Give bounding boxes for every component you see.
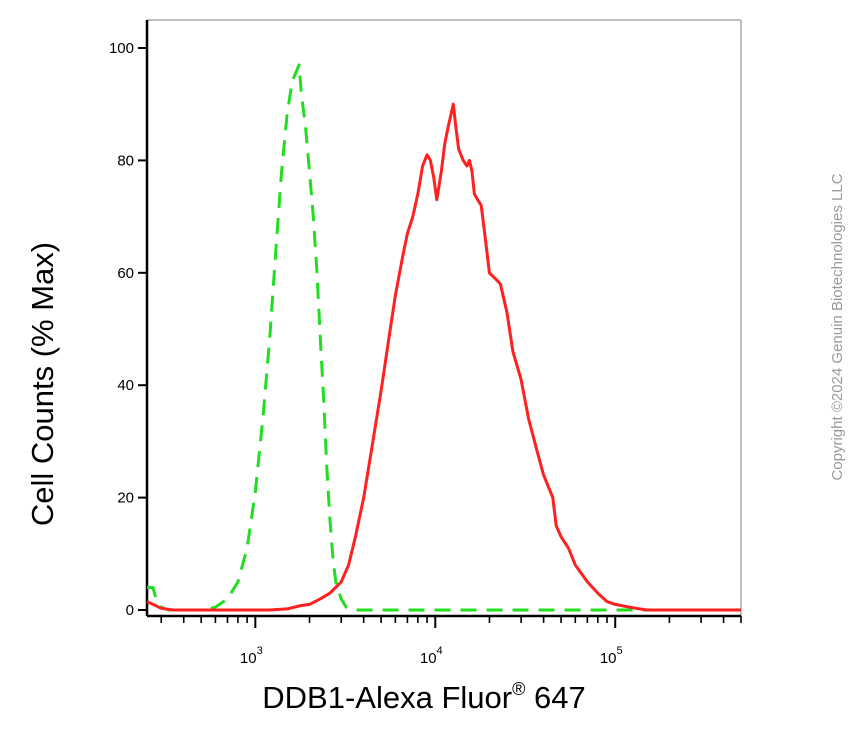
series-line-dashed-green (147, 63, 741, 612)
x-tick-base: 10 (240, 650, 257, 667)
series-layer (146, 63, 741, 612)
x-axis-title-registered: ® (512, 679, 525, 699)
plot-frame (145, 19, 742, 618)
y-tick-label-5: 100 (109, 40, 134, 57)
x-axis-title-main: DDB1-Alexa Fluor (262, 680, 512, 715)
y-tick-label-2: 40 (117, 377, 134, 394)
y-axis-title: Cell Counts (% Max) (25, 242, 60, 526)
y-axis-ticks: 0 20 40 60 80 100 (109, 40, 147, 619)
x-tick-exponent: 5 (617, 645, 623, 657)
copyright-watermark: Copyright ©2024 Genuin Biotechnologies L… (829, 173, 846, 480)
y-tick-label-3: 60 (117, 265, 134, 282)
x-tick-label-0: 103 (240, 645, 263, 667)
x-tick-exponent: 4 (437, 645, 443, 657)
y-tick-label-4: 80 (117, 152, 134, 169)
x-tick-label-1: 104 (420, 645, 443, 667)
x-tick-base: 10 (420, 650, 437, 667)
x-tick-exponent: 3 (257, 645, 263, 657)
x-tick-label-2: 105 (600, 645, 623, 667)
x-tick-base: 10 (600, 650, 617, 667)
x-axis-title-suffix: 647 (525, 680, 585, 715)
x-axis-title: DDB1-Alexa Fluor® 647 (262, 679, 585, 715)
series-line-solid-red (146, 102, 741, 612)
y-tick-label-1: 20 (117, 490, 134, 507)
y-tick-label-0: 0 (126, 602, 134, 619)
x-axis-ticks: 103 104 105 (160, 616, 742, 667)
